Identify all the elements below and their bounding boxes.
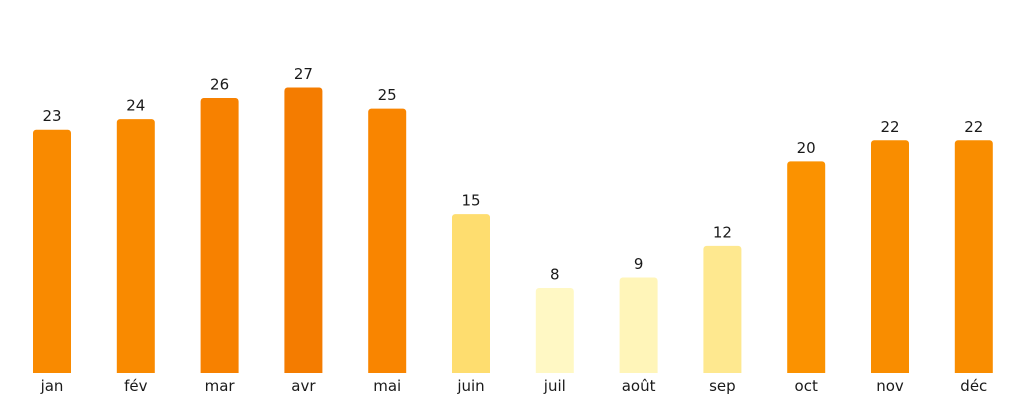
x-tick-label-août: août — [622, 377, 656, 395]
x-tick-label-mai: mai — [373, 377, 401, 395]
value-label-déc: 22 — [964, 118, 983, 136]
x-tick-label-déc: déc — [960, 377, 987, 395]
value-label-mar: 26 — [210, 76, 229, 94]
x-tick-label-sep: sep — [709, 377, 736, 395]
x-tick-label-juil: juil — [543, 377, 566, 395]
value-labels-group: 23 24 26 27 25 15 8 9 12 20 22 22 — [42, 65, 983, 284]
value-label-oct: 20 — [797, 139, 816, 157]
bar-août — [619, 277, 658, 373]
value-label-juil: 8 — [550, 266, 560, 284]
value-label-fév: 24 — [126, 97, 145, 115]
bar-sep — [703, 245, 742, 373]
bar-avr — [284, 87, 323, 373]
bar-oct — [787, 161, 826, 373]
x-tick-label-avr: avr — [291, 377, 316, 395]
x-tick-label-oct: oct — [795, 377, 818, 395]
x-tick-label-fév: fév — [124, 377, 148, 395]
value-label-sep: 12 — [713, 223, 732, 241]
bar-juin — [452, 214, 490, 373]
x-tick-label-nov: nov — [876, 377, 904, 395]
x-tick-label-juin: juin — [456, 377, 484, 395]
value-label-jan: 23 — [42, 107, 61, 125]
bars-group — [33, 87, 993, 374]
value-label-avr: 27 — [294, 65, 313, 83]
x-tick-label-jan: jan — [40, 377, 64, 395]
bar-mar — [200, 98, 239, 374]
value-label-août: 9 — [634, 255, 644, 273]
bar-juil — [535, 288, 574, 373]
bar-nov — [871, 140, 909, 373]
bar-déc — [954, 140, 993, 373]
bar-fév — [116, 119, 155, 374]
x-tick-labels-group: jan fév mar avr mai juin juil août sep oct nov déc — [40, 377, 988, 395]
bar-jan — [33, 129, 71, 373]
value-label-juin: 15 — [461, 192, 480, 210]
bar-mai — [368, 108, 407, 373]
value-label-nov: 22 — [880, 118, 899, 136]
x-tick-label-mar: mar — [205, 377, 236, 395]
value-label-mai: 25 — [378, 86, 397, 104]
